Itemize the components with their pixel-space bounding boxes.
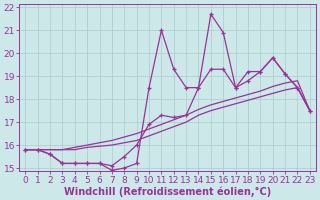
X-axis label: Windchill (Refroidissement éolien,°C): Windchill (Refroidissement éolien,°C)	[64, 186, 271, 197]
